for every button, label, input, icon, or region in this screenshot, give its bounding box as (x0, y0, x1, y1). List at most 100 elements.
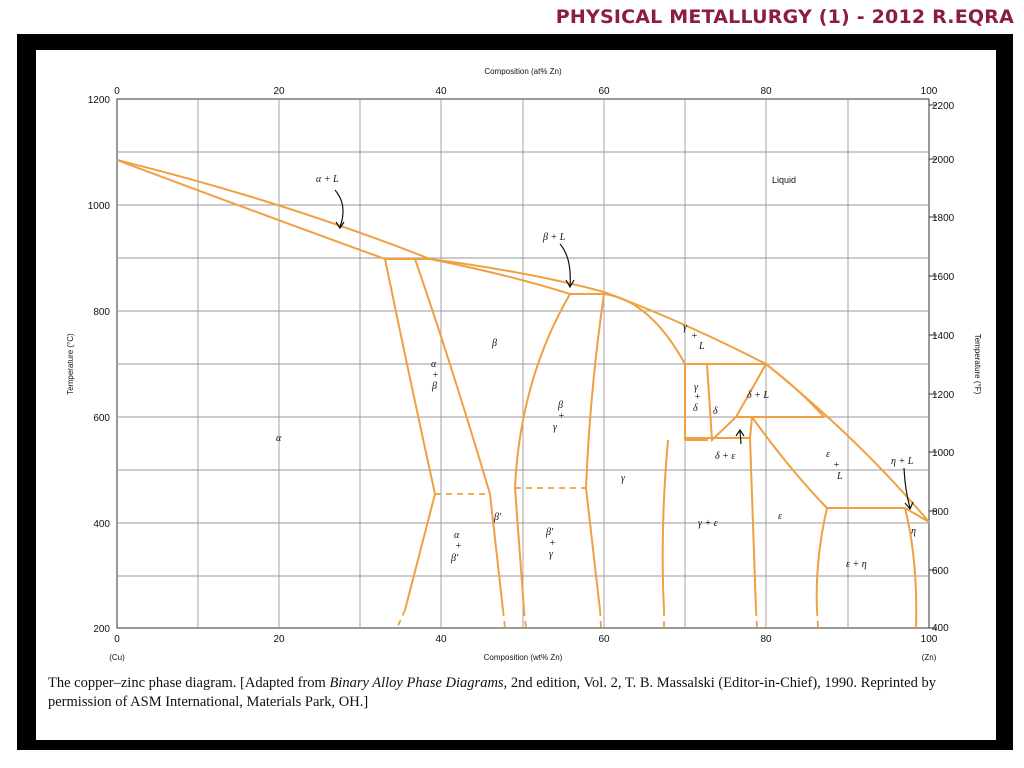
top-axis-title: Composition (at% Zn) (484, 67, 562, 76)
bottom-tick-label: 0 (114, 634, 120, 645)
phase-label: + (691, 331, 698, 342)
phase-label: + (558, 411, 565, 422)
beta-gamma-left (513, 293, 571, 611)
beta-gamma-right (584, 293, 605, 611)
left-tick-label: 800 (93, 307, 110, 318)
phase-label: + (455, 541, 462, 552)
diagram-panel (36, 50, 996, 740)
right-axis-title: Temperature (°F) (973, 334, 982, 395)
phase-label: γ (683, 322, 688, 333)
liquidus-right (765, 363, 930, 523)
phase-label: α + L (316, 174, 339, 185)
left-tick-labels: 1200 1000 800 600 400 200 (88, 95, 111, 635)
phase-labels: Liquid α + L β + L α β α + β β + γ γ + L… (276, 174, 916, 570)
phase-label: ε (778, 511, 782, 522)
phase-label: α (431, 359, 437, 370)
phase-boundaries (116, 159, 930, 629)
solidus-alpha (116, 159, 386, 260)
delta-liquid-boundary (735, 362, 825, 418)
right-tick-label: 600 (932, 566, 949, 577)
phase-label: + (694, 392, 701, 403)
phase-label: + (432, 370, 439, 381)
left-tick-label: 400 (93, 519, 110, 530)
phase-label: β + L (542, 232, 566, 243)
caption-book-title: Binary Alloy Phase Diagrams, (329, 675, 508, 691)
beta-liquid-boundary (429, 258, 571, 295)
top-tick-label: 60 (598, 86, 610, 97)
gamma-delta-right (706, 363, 737, 443)
phase-label: δ (713, 406, 718, 417)
left-tick-label: 600 (93, 413, 110, 424)
phase-label: β′ (545, 527, 554, 538)
phase-label: β (431, 381, 437, 392)
eps-solvus (815, 507, 828, 611)
right-tick-label: 800 (932, 507, 949, 518)
phase-label: γ (549, 549, 554, 560)
gamma-liquid-boundary (603, 293, 686, 365)
phase-label: γ (621, 473, 626, 484)
phase-label: ε (826, 449, 830, 460)
slide-header-title: PHYSICAL METALLURGY (1) - 2012 R.EQRA (555, 6, 1014, 28)
dashed-boundaries (396, 487, 819, 629)
top-tick-labels: 0 20 40 60 80 100 (114, 86, 938, 97)
phase-label: α (454, 530, 460, 541)
caption-text-start: The copper–zinc phase diagram. [Adapted … (48, 675, 330, 691)
top-tick-label: 80 (760, 86, 772, 97)
figure-caption: The copper–zinc phase diagram. [Adapted … (48, 674, 978, 712)
beta-alpha-boundary (414, 258, 504, 611)
right-tick-label: 400 (932, 623, 949, 634)
right-tick-label: 2200 (932, 101, 955, 112)
right-tick-label: 1200 (932, 390, 955, 401)
right-tick-label: 1800 (932, 213, 955, 224)
gamma-eps-right (749, 437, 757, 611)
right-tick-labels: 2200 2000 1800 1600 1400 1200 1000 800 6… (932, 101, 955, 634)
bottom-tick-label: 20 (273, 634, 285, 645)
liquidus-left (116, 159, 431, 260)
bottom-tick-label: 60 (598, 634, 610, 645)
bottom-tick-label: 40 (435, 634, 447, 645)
phase-label: δ + L (747, 390, 769, 401)
left-axis-title: Temperature (°C) (66, 333, 75, 395)
phase-label: η + L (891, 456, 914, 467)
top-tick-label: 0 (114, 86, 120, 97)
phase-label: η (911, 526, 916, 537)
grid (117, 99, 929, 628)
cu-label: (Cu) (109, 653, 125, 662)
left-tick-label: 1000 (88, 201, 111, 212)
top-tick-label: 40 (435, 86, 447, 97)
alpha-solvus (384, 258, 437, 611)
phase-label: α (276, 433, 282, 444)
phase-label: L (836, 471, 843, 482)
bottom-tick-labels: 0 20 40 60 80 100 (Cu) (Zn) (109, 634, 938, 662)
bottom-axis-title: Composition (wt% Zn) (484, 653, 563, 662)
phase-label: + (549, 538, 556, 549)
caption-text-end: 2nd edition, Vol. 2, T. B. Massalski (Ed… (48, 675, 936, 710)
eps-liquid-boundary (751, 416, 828, 509)
phase-label: L (698, 341, 705, 352)
left-tick-label: 1200 (88, 95, 111, 106)
phase-label: β′ (493, 512, 502, 523)
liquid-label: Liquid (772, 175, 796, 185)
right-axis-ticks (929, 104, 937, 629)
phase-label: γ (694, 382, 699, 393)
phase-label: + (833, 460, 840, 471)
phase-label: γ + ε (698, 518, 718, 529)
phase-label: δ (693, 403, 698, 414)
top-tick-label: 20 (273, 86, 285, 97)
zn-label: (Zn) (922, 653, 937, 662)
left-tick-label: 200 (93, 624, 110, 635)
phase-label: γ (553, 422, 558, 433)
phase-label: ε + η (846, 559, 867, 570)
phase-label: β′ (450, 553, 459, 564)
top-tick-label: 100 (921, 86, 938, 97)
phase-label: β (491, 338, 497, 349)
phase-label: β (557, 400, 563, 411)
gamma-eps-left (661, 439, 708, 611)
liquidus-mid (429, 258, 767, 365)
bottom-tick-label: 100 (921, 634, 938, 645)
phase-label: δ + ε (715, 451, 735, 462)
right-tick-label: 2000 (932, 155, 955, 166)
eta-solvus (904, 507, 918, 629)
eta-liquid-boundary (904, 507, 930, 523)
